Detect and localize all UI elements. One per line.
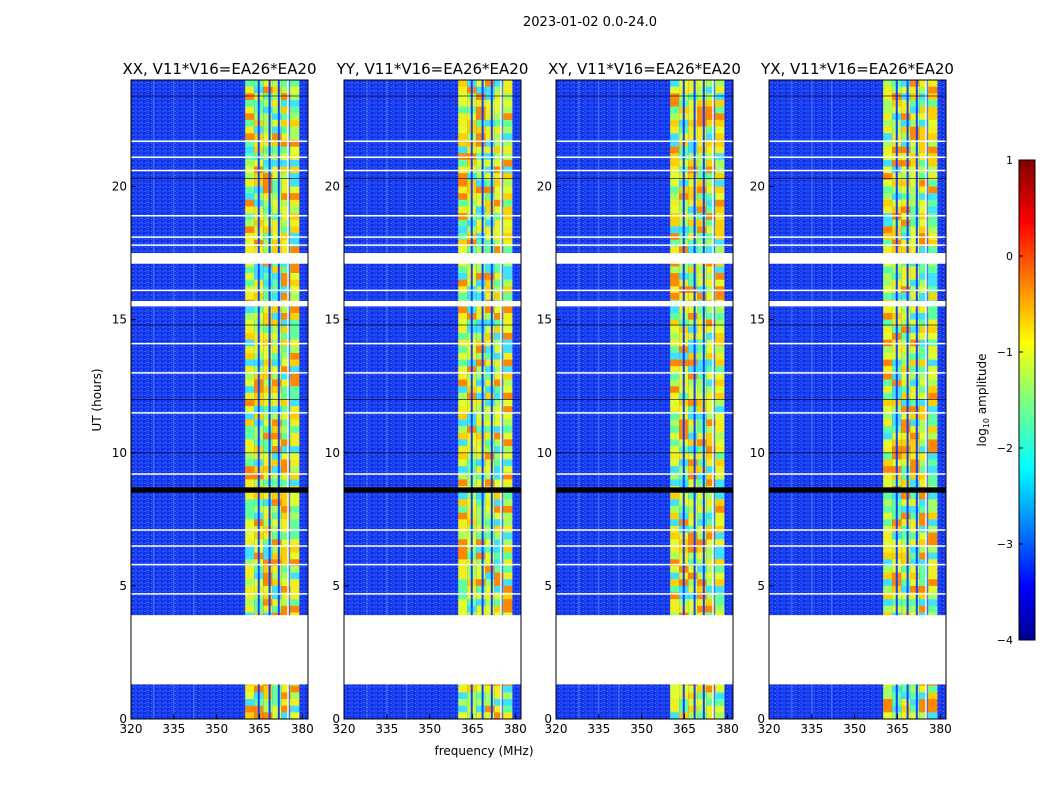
y-tick-label: 10 — [537, 446, 552, 460]
y-tick-label: 10 — [750, 446, 765, 460]
y-tick-label: 20 — [325, 180, 340, 194]
data-gap — [344, 253, 521, 264]
y-tick-label: 15 — [537, 313, 552, 327]
x-tick-label: 335 — [587, 722, 610, 736]
panel-title: YY, V11*V16=EA26*EA20 — [336, 60, 529, 78]
x-tick-label: 320 — [333, 722, 356, 736]
panel-title: XX, V11*V16=EA26*EA20 — [122, 60, 316, 78]
flagged-rows — [769, 487, 946, 493]
data-gap — [344, 300, 521, 307]
y-tick-label: 20 — [537, 180, 552, 194]
data-gap — [556, 300, 733, 307]
colorbar-tick-label: −3 — [997, 538, 1013, 551]
y-tick-label: 20 — [112, 180, 127, 194]
colorbar-ticks: 1 0 −1 −2 −3 −4 — [997, 154, 1023, 647]
rfi-band — [670, 80, 725, 720]
panel-3: YX, V11*V16=EA26*EA20 320 335 350 365 380 0 5 10… — [750, 60, 954, 736]
y-tick-label: 0 — [544, 712, 552, 726]
colorbar-tick-label: 0 — [1006, 250, 1013, 263]
panels-group: XX, V11*V16=EA26*EA20 320 335 350 365 380 0 5 10… — [112, 60, 954, 736]
y-tick-label: 10 — [112, 446, 127, 460]
flagged-rows — [556, 487, 733, 493]
panel-frame — [130, 79, 309, 720]
panel-frame — [768, 79, 947, 720]
colorbar-tick-label: −2 — [997, 442, 1013, 455]
x-tick-label: 380 — [504, 722, 527, 736]
panel-2: XY, V11*V16=EA26*EA20 320 335 350 365 380 0 5 10… — [537, 60, 741, 736]
colorbar: 1 0 −1 −2 −3 −4 log10 amplitude — [975, 154, 1036, 647]
colorbar-tick-label: 1 — [1006, 154, 1013, 167]
x-tick-label: 350 — [843, 722, 866, 736]
x-tick-label: 365 — [248, 722, 271, 736]
colorbar-label: log10 amplitude — [975, 354, 991, 447]
y-tick-label: 15 — [750, 313, 765, 327]
panel-frame — [555, 79, 734, 720]
data-gap — [131, 615, 308, 685]
x-tick-label: 365 — [461, 722, 484, 736]
x-tick-label: 380 — [929, 722, 952, 736]
figure-suptitle: 2023-01-02 0.0-24.0 — [523, 15, 657, 30]
y-tick-label: 0 — [119, 712, 127, 726]
data-gap — [769, 253, 946, 264]
x-tick-label: 380 — [716, 722, 739, 736]
panel-frame — [343, 79, 522, 720]
x-tick-label: 365 — [673, 722, 696, 736]
panel-1: YY, V11*V16=EA26*EA20 320 335 350 365 380 0 5 10… — [325, 60, 529, 736]
y-tick-label: 15 — [325, 313, 340, 327]
panel-title: YX, V11*V16=EA26*EA20 — [760, 60, 954, 78]
y-tick-label: 0 — [332, 712, 340, 726]
y-tick-label: 5 — [757, 579, 765, 593]
colorbar-tick-label: −1 — [997, 346, 1013, 359]
y-tick-label: 20 — [750, 180, 765, 194]
y-tick-label: 0 — [757, 712, 765, 726]
data-gap — [769, 300, 946, 307]
data-gap — [556, 253, 733, 264]
x-tick-label: 335 — [162, 722, 185, 736]
colorbar-gradient — [1018, 159, 1036, 641]
data-gap — [769, 615, 946, 685]
x-tick-label: 320 — [758, 722, 781, 736]
y-tick-label: 10 — [325, 446, 340, 460]
data-gap — [131, 253, 308, 264]
panel-title: XY, V11*V16=EA26*EA20 — [548, 60, 741, 78]
x-tick-label: 365 — [886, 722, 909, 736]
y-tick-label: 5 — [332, 579, 340, 593]
x-tick-label: 335 — [800, 722, 823, 736]
y-axis-label: UT (hours) — [90, 368, 104, 431]
x-tick-label: 350 — [630, 722, 653, 736]
y-tick-label: 5 — [119, 579, 127, 593]
data-gap — [344, 615, 521, 685]
x-tick-label: 335 — [375, 722, 398, 736]
flagged-rows — [344, 487, 521, 493]
x-tick-label: 320 — [545, 722, 568, 736]
x-tick-label: 320 — [120, 722, 143, 736]
data-gap — [131, 300, 308, 307]
y-tick-label: 15 — [112, 313, 127, 327]
flagged-rows — [131, 487, 308, 493]
x-axis-label: frequency (MHz) — [434, 744, 533, 758]
x-tick-label: 350 — [205, 722, 228, 736]
x-tick-label: 380 — [291, 722, 314, 736]
data-gap — [556, 615, 733, 685]
y-tick-label: 5 — [544, 579, 552, 593]
panel-0: XX, V11*V16=EA26*EA20 320 335 350 365 380 0 5 10… — [112, 60, 317, 736]
x-tick-label: 350 — [418, 722, 441, 736]
colorbar-tick-label: −4 — [997, 634, 1013, 647]
